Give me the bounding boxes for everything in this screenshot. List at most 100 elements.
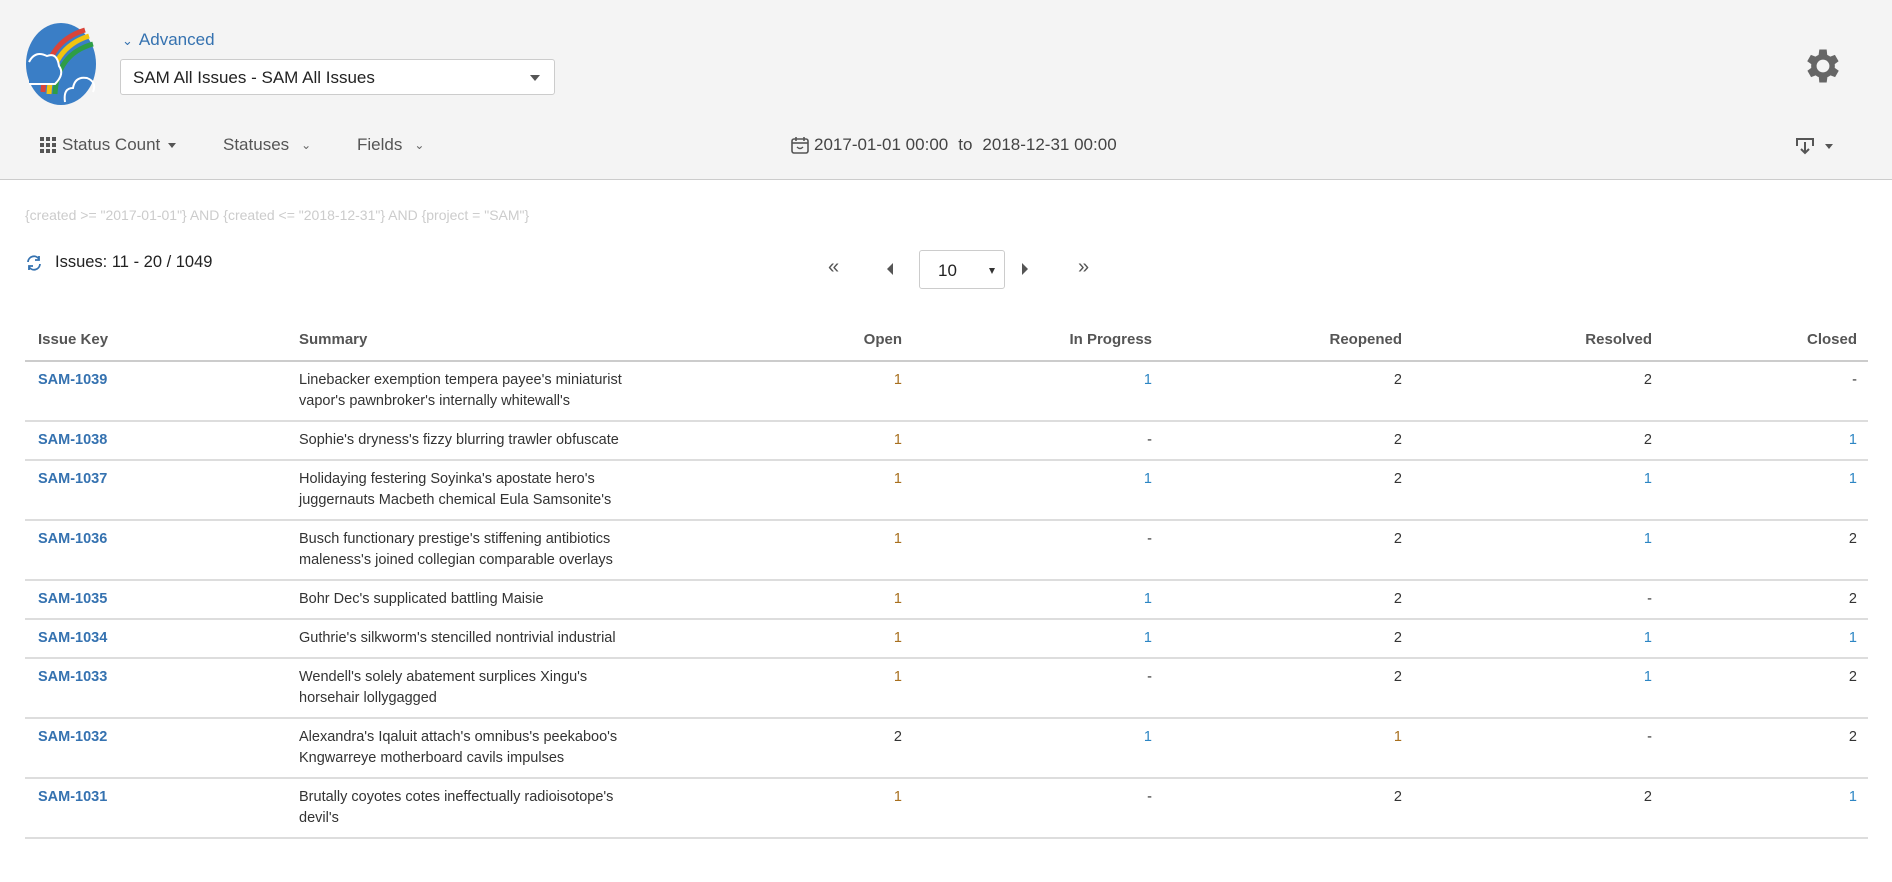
- open-count: 1: [639, 778, 902, 839]
- statuses-label: Statuses: [223, 135, 290, 154]
- prev-page-icon[interactable]: [885, 261, 895, 277]
- header-in-progress[interactable]: In Progress: [902, 322, 1152, 362]
- header-summary[interactable]: Summary: [299, 322, 639, 362]
- resolved-count: 2: [1402, 361, 1652, 422]
- closed-count: 1: [1652, 619, 1868, 659]
- chevron-down-icon: ⌄: [414, 138, 425, 152]
- header-open[interactable]: Open: [639, 322, 902, 362]
- fields-dropdown[interactable]: Fields ⌄: [357, 135, 424, 155]
- issue-key-link[interactable]: SAM-1034: [25, 619, 299, 659]
- issue-key-link[interactable]: SAM-1032: [25, 718, 299, 779]
- open-count: 1: [639, 658, 902, 719]
- in-progress-count: 1: [902, 619, 1152, 659]
- issue-summary: Alexandra's Iqaluit attach's omnibus's p…: [299, 729, 618, 766]
- in-progress-count: -: [902, 658, 1152, 719]
- reopened-count: 1: [1152, 718, 1402, 779]
- status-count-label: Status Count: [62, 135, 161, 154]
- issue-key-link[interactable]: SAM-1036: [25, 520, 299, 581]
- closed-count: -: [1652, 361, 1868, 422]
- table-row: SAM-1038 Sophie's dryness's fizzy blurrin…: [25, 421, 1868, 461]
- reopened-count: 2: [1152, 619, 1402, 659]
- header: ⌄ Advanced SAM All Issues - SAM All Issue…: [0, 0, 1892, 180]
- header-reopened[interactable]: Reopened: [1152, 322, 1402, 362]
- header-closed[interactable]: Closed: [1652, 322, 1868, 362]
- fields-label: Fields: [357, 135, 403, 154]
- next-page-icon[interactable]: [1020, 261, 1030, 277]
- closed-count: 2: [1652, 718, 1868, 779]
- in-progress-count: -: [902, 520, 1152, 581]
- issue-key-link[interactable]: SAM-1038: [25, 421, 299, 461]
- export-dropdown[interactable]: [1795, 136, 1833, 156]
- in-progress-count: 1: [902, 718, 1152, 779]
- caret-down-icon: [989, 268, 995, 274]
- resolved-count: -: [1402, 718, 1652, 779]
- first-page-button[interactable]: «: [828, 256, 840, 278]
- in-progress-count: -: [902, 778, 1152, 839]
- refresh-icon[interactable]: [25, 254, 43, 272]
- date-from: 2017-01-01 00:00: [814, 135, 949, 154]
- open-count: 2: [639, 718, 902, 779]
- status-count-dropdown[interactable]: Status Count: [40, 135, 177, 155]
- resolved-count: 1: [1402, 619, 1652, 659]
- caret-down-icon: [530, 75, 540, 81]
- chevron-down-icon: ⌄: [301, 138, 312, 152]
- header-resolved[interactable]: Resolved: [1402, 322, 1652, 362]
- open-count: 1: [639, 520, 902, 581]
- filter-select[interactable]: SAM All Issues - SAM All Issues: [120, 59, 555, 95]
- reopened-count: 2: [1152, 361, 1402, 422]
- reopened-count: 2: [1152, 520, 1402, 581]
- resolved-count: -: [1402, 580, 1652, 620]
- open-count: 1: [639, 460, 902, 521]
- date-to: 2018-12-31 00:00: [982, 135, 1117, 154]
- reopened-count: 2: [1152, 658, 1402, 719]
- date-range[interactable]: 2017-01-01 00:00 to 2018-12-31 00:00: [790, 135, 1117, 155]
- issue-summary: Wendell's solely abatement surplices Xin…: [299, 669, 588, 706]
- open-count: 1: [639, 619, 902, 659]
- statuses-dropdown[interactable]: Statuses ⌄: [223, 135, 311, 155]
- grid-icon: [40, 137, 56, 153]
- download-icon: [1796, 138, 1814, 155]
- table-row: SAM-1037 Holidaying festering Soyinka's a…: [25, 460, 1868, 521]
- chevron-down-icon: ⌄: [122, 33, 133, 48]
- app-logo: [26, 23, 96, 105]
- issue-key-link[interactable]: SAM-1037: [25, 460, 299, 521]
- issue-key-link[interactable]: SAM-1035: [25, 580, 299, 620]
- issue-summary: Bohr Dec's supplicated battling Maisie: [299, 591, 544, 607]
- closed-count: 2: [1652, 658, 1868, 719]
- resolved-count: 1: [1402, 460, 1652, 521]
- resolved-count: 1: [1402, 658, 1652, 719]
- issue-summary: Brutally coyotes cotes ineffectually rad…: [299, 789, 614, 826]
- issue-summary: Holidaying festering Soyinka's apostate …: [299, 471, 612, 508]
- header-issue-key[interactable]: Issue Key: [25, 322, 299, 362]
- closed-count: 1: [1652, 460, 1868, 521]
- issue-key-link[interactable]: SAM-1031: [25, 778, 299, 839]
- table-row: SAM-1031 Brutally coyotes cotes ineffectu…: [25, 778, 1868, 839]
- issue-summary: Linebacker exemption tempera payee's min…: [299, 372, 622, 409]
- issues-table: Issue Key Summary Open In Progress Reope…: [25, 322, 1868, 839]
- issue-summary: Sophie's dryness's fizzy blurring trawle…: [299, 432, 619, 448]
- advanced-label: Advanced: [138, 30, 215, 49]
- table-row: SAM-1033 Wendell's solely abatement surpl…: [25, 658, 1868, 719]
- reopened-count: 2: [1152, 421, 1402, 461]
- open-count: 1: [639, 421, 902, 461]
- resolved-count: 2: [1402, 778, 1652, 839]
- table-row: SAM-1034 Guthrie's silkworm's stencilled …: [25, 619, 1868, 659]
- issue-key-link[interactable]: SAM-1039: [25, 361, 299, 422]
- reopened-count: 2: [1152, 580, 1402, 620]
- date-separator: to: [958, 135, 973, 154]
- table-row: SAM-1036 Busch functionary prestige's sti…: [25, 520, 1868, 581]
- issue-key-link[interactable]: SAM-1033: [25, 658, 299, 719]
- last-page-button[interactable]: »: [1078, 256, 1090, 278]
- query-text: {created >= "2017-01-01"} AND {created <…: [25, 207, 530, 223]
- closed-count: 2: [1652, 580, 1868, 620]
- closed-count: 1: [1652, 778, 1868, 839]
- resolved-count: 2: [1402, 421, 1652, 461]
- issue-summary: Busch functionary prestige's stiffening …: [299, 531, 613, 568]
- advanced-toggle[interactable]: ⌄ Advanced: [122, 30, 215, 50]
- gear-icon[interactable]: [1801, 44, 1845, 88]
- calendar-icon: [791, 137, 809, 154]
- in-progress-count: 1: [902, 361, 1152, 422]
- issue-summary: Guthrie's silkworm's stencilled nontrivi…: [299, 630, 616, 646]
- page-size-select[interactable]: 10: [919, 250, 1005, 289]
- table-row: SAM-1032 Alexandra's Iqaluit attach's omn…: [25, 718, 1868, 779]
